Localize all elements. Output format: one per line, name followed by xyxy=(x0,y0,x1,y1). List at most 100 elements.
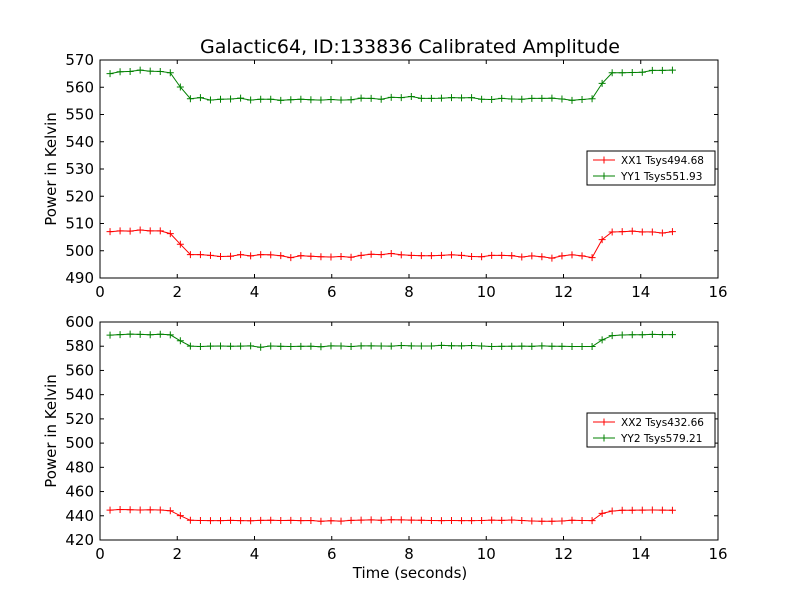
figure-title: Galactic64, ID:133836 Calibrated Amplitu… xyxy=(200,36,620,58)
data-point xyxy=(206,342,214,350)
data-point xyxy=(126,330,134,338)
data-point xyxy=(437,251,445,259)
data-point xyxy=(136,66,144,74)
data-point xyxy=(287,516,295,524)
data-point xyxy=(176,512,184,520)
y-tick-label: 540 xyxy=(65,386,94,404)
data-point xyxy=(347,516,355,524)
data-point xyxy=(257,95,265,103)
data-point xyxy=(176,240,184,248)
data-point xyxy=(387,342,395,350)
x-tick-label: 2 xyxy=(172,545,182,563)
x-tick-label: 8 xyxy=(404,283,414,301)
data-point xyxy=(558,95,566,103)
data-point xyxy=(196,517,204,525)
y-tick-label: 480 xyxy=(65,458,94,476)
legend-swatch-marker xyxy=(600,156,608,164)
data-point xyxy=(136,226,144,234)
data-point xyxy=(217,342,225,350)
data-point xyxy=(568,251,576,259)
data-point xyxy=(668,331,676,339)
data-point xyxy=(237,94,245,102)
data-point xyxy=(588,342,596,350)
data-point xyxy=(568,342,576,350)
y-axis-label: Power in Kelvin xyxy=(42,374,60,488)
y-tick-label: 560 xyxy=(65,361,94,379)
data-point xyxy=(458,94,466,102)
data-point xyxy=(558,342,566,350)
data-point xyxy=(237,251,245,259)
x-tick-label: 16 xyxy=(708,283,727,301)
x-tick-label: 16 xyxy=(708,545,727,563)
data-point xyxy=(287,254,295,262)
data-point xyxy=(166,507,174,515)
data-point xyxy=(447,94,455,102)
data-point xyxy=(538,94,546,102)
data-point xyxy=(357,516,365,524)
data-point xyxy=(357,342,365,350)
data-point xyxy=(146,67,154,75)
data-point xyxy=(628,506,636,514)
legend-entry-label: YY1 Tsys551.93 xyxy=(620,171,702,183)
data-point xyxy=(196,342,204,350)
data-point xyxy=(668,66,676,74)
data-point xyxy=(538,517,546,525)
y-tick-label: 420 xyxy=(65,531,94,549)
data-point xyxy=(508,95,516,103)
y-tick-label: 490 xyxy=(65,269,94,287)
x-tick-label: 4 xyxy=(250,545,260,563)
data-point xyxy=(367,250,375,258)
data-point xyxy=(608,332,616,340)
data-point xyxy=(508,252,516,260)
data-point xyxy=(648,506,656,514)
data-point xyxy=(176,337,184,345)
data-point xyxy=(528,252,536,260)
x-tick-label: 8 xyxy=(404,545,414,563)
data-point xyxy=(568,516,576,524)
data-point xyxy=(307,252,315,260)
data-point xyxy=(166,331,174,339)
data-point xyxy=(528,342,536,350)
data-point xyxy=(478,342,486,350)
data-point xyxy=(277,342,285,350)
data-point xyxy=(488,251,496,259)
data-point xyxy=(508,342,516,350)
data-point xyxy=(598,336,606,344)
y-tick-label: 520 xyxy=(65,187,94,205)
y-tick-label: 500 xyxy=(65,242,94,260)
data-point xyxy=(176,83,184,91)
data-point xyxy=(648,330,656,338)
data-point xyxy=(186,251,194,259)
data-point xyxy=(528,517,536,525)
figure-xlabel: Time (seconds) xyxy=(352,564,468,582)
y-tick-label: 520 xyxy=(65,410,94,428)
data-point xyxy=(488,516,496,524)
data-point xyxy=(297,342,305,350)
x-tick-label: 12 xyxy=(554,283,573,301)
data-point xyxy=(156,227,164,235)
data-point xyxy=(578,342,586,350)
data-point xyxy=(217,95,225,103)
data-point xyxy=(488,96,496,104)
plot-group: 0 2 4 6 8 10 12 14 16 490 500 510 520 530 540 550 560 570… xyxy=(42,51,728,563)
data-point xyxy=(166,230,174,238)
data-point xyxy=(347,342,355,350)
x-tick-label: 12 xyxy=(554,545,573,563)
x-tick-label: 10 xyxy=(477,545,496,563)
x-tick-label: 14 xyxy=(631,545,650,563)
data-point xyxy=(247,252,255,260)
x-tick-label: 4 xyxy=(250,283,260,301)
data-point xyxy=(407,516,415,524)
data-point xyxy=(186,516,194,524)
data-point xyxy=(227,252,235,260)
data-point xyxy=(427,517,435,525)
data-point xyxy=(598,509,606,517)
data-point xyxy=(397,341,405,349)
data-point xyxy=(156,67,164,75)
data-point xyxy=(297,95,305,103)
subplot-1: 0 2 4 6 8 10 12 14 16 490 500 510 520 530 540 550 560 570… xyxy=(42,51,728,301)
data-point xyxy=(116,68,124,76)
data-point xyxy=(106,228,114,236)
data-point xyxy=(166,69,174,77)
